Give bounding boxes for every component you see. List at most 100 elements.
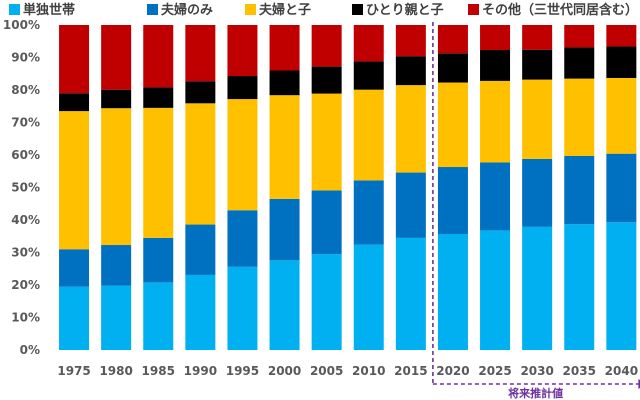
bar-segment [143,282,174,350]
bar-segment [395,56,426,86]
bar-segment [353,244,384,350]
bar-segment [564,47,595,79]
bar-segment [101,245,132,286]
bar-segment [311,25,342,67]
bar-segment [227,210,258,267]
x-tick-label: 1990 [184,364,217,378]
y-tick-label: 80% [11,83,40,97]
projection-label: 将来推計値 [508,386,563,400]
bar-segment [185,81,216,104]
bar-segment [311,190,342,255]
x-tick-label: 1985 [142,364,175,378]
bar-segment [143,237,174,283]
y-tick-label: 60% [11,148,40,162]
y-tick-label: 40% [11,213,40,227]
bar-segment [143,25,174,88]
bar-segment [522,49,553,80]
bar-segment [269,95,300,199]
legend-swatch [352,4,363,15]
bar-segment [227,76,258,100]
bar-segment [59,93,90,112]
x-tick-label: 2025 [478,364,511,378]
bar-segment [606,153,637,223]
bar-segment [185,274,216,350]
y-axis: 0% 10% 20% 30% 40% 50% 60% 70% 80% 90% 100% [3,18,40,357]
bar-segment [311,93,342,191]
x-tick-label: 2015 [394,364,427,378]
bar-segment [437,233,468,350]
bar-segment [480,230,511,350]
bar-segment [353,25,384,62]
x-tick-label: 2020 [436,364,469,378]
bar-segment [101,89,132,109]
bar-segment [522,25,553,50]
x-tick-label: 1995 [226,364,259,378]
bar-segment [480,80,511,163]
bar-segment [395,172,426,238]
legend-label: 夫婦のみ [161,2,213,18]
bar-segment [269,198,300,261]
y-tick-label: 10% [11,311,40,325]
bar-segment [564,78,595,156]
bar-segment [269,25,300,71]
bar-segment [606,77,637,154]
bar-segment [522,158,553,227]
legend: 単独世帯 夫婦のみ 夫婦と子 ひとり親と子 その他（三世代同居含む） [9,2,638,18]
x-tick-label: 1975 [57,364,90,378]
y-tick-label: 100% [3,18,40,32]
x-tick-label: 2030 [520,364,553,378]
legend-swatch [468,4,479,15]
bar-segment [564,224,595,350]
bar-segment [311,254,342,350]
bar-segment [395,25,426,57]
legend-label: その他（三世代同居含む） [482,2,638,18]
bar-segment [480,25,511,51]
bar-segment [269,260,300,350]
legend-label: 単独世帯 [23,2,75,18]
bar-segment [480,162,511,231]
bar-segment [311,66,342,94]
bar-segment [269,70,300,96]
bar-segment [437,25,468,54]
bar-segment [59,25,90,94]
bar-segment [353,180,384,245]
bar-segment [227,25,258,77]
bar-segment [480,50,511,81]
x-tick-label: 1980 [99,364,132,378]
x-tick-label: 2000 [268,364,301,378]
bar-segment [606,222,637,350]
x-tick-label: 2040 [605,364,638,378]
bar-segment [437,167,468,234]
bar-segment [564,155,595,225]
y-tick-label: 30% [11,246,40,260]
bar-segment [353,61,384,90]
bar-segment [185,103,216,225]
legend-label: 夫婦と子 [259,2,311,18]
bars [59,25,637,350]
bar-segment [522,226,553,350]
bar-segment [353,89,384,181]
bar-segment [59,249,90,287]
x-tick-label: 2010 [352,364,385,378]
y-tick-label: 20% [11,278,40,292]
bar-segment [606,25,637,47]
bar-segment [59,111,90,250]
bar-segment [437,53,468,83]
bar-segment [227,266,258,350]
bar-segment [395,237,426,350]
bar-segment [227,99,258,211]
y-tick-label: 0% [20,343,40,357]
y-tick-label: 90% [11,51,40,65]
bar-segment [143,107,174,238]
bar-segment [185,25,216,82]
legend-swatch [9,4,20,15]
y-tick-label: 70% [11,116,40,130]
bar-segment [143,87,174,108]
legend-swatch [147,4,158,15]
bar-segment [101,108,132,246]
bar-segment [101,285,132,350]
bar-segment [606,46,637,78]
bar-segment [395,85,426,173]
bar-segment [101,25,132,90]
